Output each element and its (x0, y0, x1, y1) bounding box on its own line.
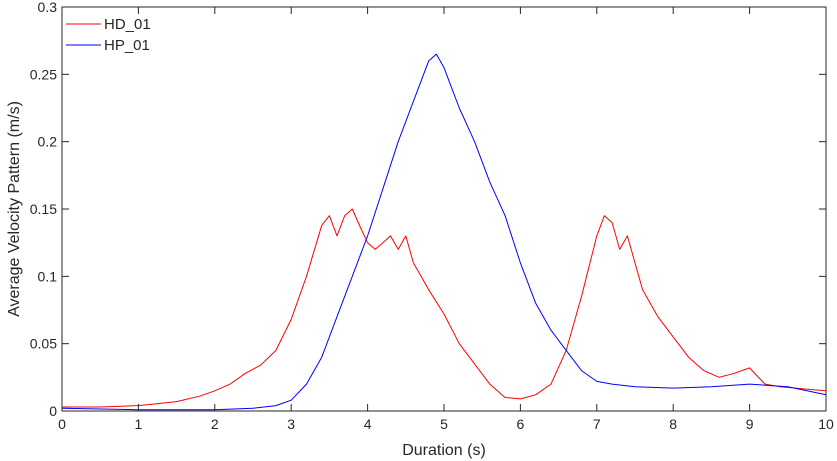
x-tick-label: 0 (58, 416, 66, 432)
x-tick-label: 9 (746, 416, 754, 432)
series-line-hp-01 (61, 53, 827, 411)
legend-label-hp-01: HP_01 (104, 37, 150, 54)
plot-background (62, 7, 826, 411)
x-axis-ticks: 0 1 2 3 4 5 6 7 8 9 10 (58, 7, 834, 432)
plot-area (61, 6, 827, 412)
y-tick-label: 0.2 (38, 134, 58, 150)
legend-label-hd-01: HD_01 (104, 16, 151, 33)
x-tick-label: 8 (669, 416, 677, 432)
x-tick-label: 3 (287, 416, 295, 432)
x-axis-title: Duration (s) (402, 442, 486, 459)
series-line-hd-01 (62, 208, 827, 408)
x-tick-label: 1 (135, 416, 143, 432)
series-layer (61, 53, 827, 411)
legend: HD_01 HP_01 (66, 16, 151, 54)
y-tick-label: 0.3 (38, 0, 58, 15)
y-tick-label: 0 (49, 403, 57, 419)
x-tick-label: 10 (818, 416, 834, 432)
x-tick-label: 2 (211, 416, 219, 432)
x-tick-label: 5 (440, 416, 448, 432)
x-tick-label: 4 (364, 416, 372, 432)
y-tick-label: 0.15 (30, 201, 57, 217)
y-axis-title: Average Velocity Pattern (m/s) (6, 101, 23, 317)
y-tick-label: 0.1 (38, 268, 58, 284)
y-tick-label: 0.05 (30, 336, 57, 352)
y-tick-label: 0.25 (30, 66, 57, 82)
x-tick-label: 6 (517, 416, 525, 432)
y-axis-ticks: 0 0.05 0.1 0.15 0.2 0.25 0.3 (30, 0, 826, 419)
x-tick-label: 7 (593, 416, 601, 432)
